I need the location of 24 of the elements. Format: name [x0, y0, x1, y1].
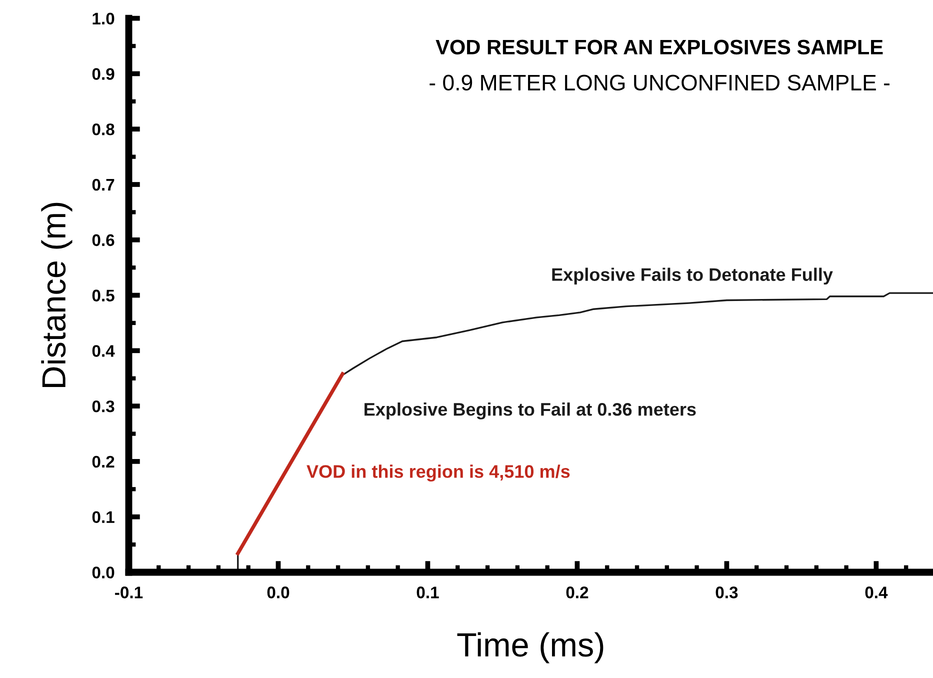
- x-axis-title: Time (ms): [457, 632, 604, 664]
- x-tick-label: 0.3: [716, 586, 738, 598]
- y-tick-label: 0.0: [92, 566, 114, 578]
- y-tick-label: 0.7: [92, 178, 114, 191]
- y-tick-label: 0.8: [92, 123, 114, 136]
- y-axis-title: Distance (m): [41, 202, 72, 387]
- annotation: Explosive Fails to Detonate Fully: [552, 268, 833, 285]
- y-tick-label: 1.0: [92, 12, 114, 25]
- y-tick-label: 0.9: [92, 68, 114, 80]
- annotation: Explosive Begins to Fail at 0.36 meters: [364, 402, 696, 420]
- annotation: VOD in this region is 4,510 m/s: [306, 464, 570, 482]
- text: VOD RESULT FOR AN EXPLOSIVES SAMPLE: [436, 40, 883, 55]
- x-tick-label: 0.2: [566, 586, 588, 598]
- x-tick-label: 0.4: [865, 586, 888, 598]
- text: - 0.9 METER LONG UNCONFINED SAMPLE -: [430, 74, 890, 91]
- x-tick-label: 0.1: [416, 586, 439, 598]
- y-tick-label: 0.2: [92, 456, 114, 468]
- x-tick-label: 0.0: [267, 586, 290, 598]
- y-tick-label: 0.3: [92, 400, 114, 412]
- y-tick-label: 0.4: [92, 345, 115, 357]
- x-tick-label: -0.1: [115, 586, 143, 598]
- y-tick-label: 0.1: [92, 511, 114, 524]
- y-tick-label: 0.6: [92, 234, 114, 246]
- y-tick-label: 0.5: [92, 290, 114, 302]
